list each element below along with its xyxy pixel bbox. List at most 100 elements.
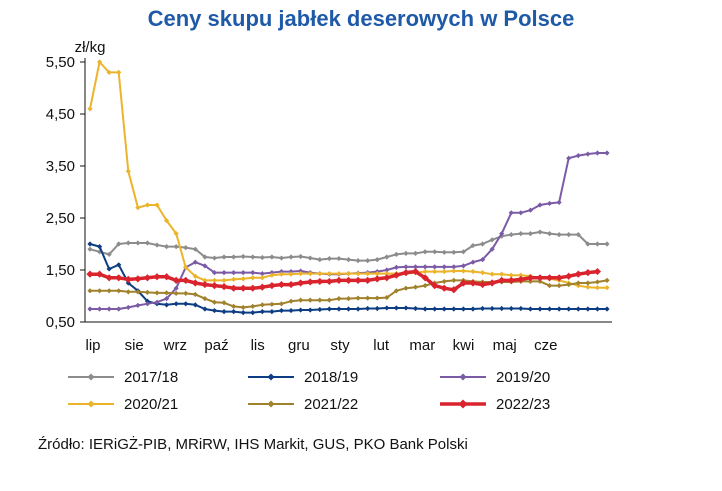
data-point xyxy=(106,306,112,312)
data-point xyxy=(411,267,420,276)
data-point xyxy=(594,306,601,312)
data-point xyxy=(422,268,428,275)
data-point xyxy=(604,306,610,312)
data-point xyxy=(585,306,591,312)
data-point xyxy=(288,298,294,304)
data-point xyxy=(355,306,361,312)
data-point xyxy=(384,271,390,277)
data-point xyxy=(240,304,246,311)
chart-title: Ceny skupu jabłek deserowych w Polsce xyxy=(147,6,575,31)
data-point xyxy=(575,280,581,286)
data-point xyxy=(565,272,573,280)
data-point xyxy=(450,286,458,294)
data-point xyxy=(116,69,122,75)
x-tick-label: lut xyxy=(373,337,390,354)
data-point xyxy=(316,277,324,286)
x-tick-label: cze xyxy=(534,337,557,354)
data-point xyxy=(451,249,457,255)
data-point xyxy=(183,290,189,296)
data-point xyxy=(125,240,131,246)
data-point xyxy=(412,250,419,256)
series-2019-20 xyxy=(87,150,610,312)
x-tick-label: mar xyxy=(409,337,435,354)
data-point xyxy=(441,278,447,285)
data-point xyxy=(365,258,371,264)
data-point xyxy=(384,254,390,260)
data-point xyxy=(231,303,237,309)
data-point xyxy=(116,306,122,312)
data-point xyxy=(298,253,304,260)
data-point xyxy=(306,278,314,286)
data-point xyxy=(354,276,362,284)
data-point xyxy=(162,273,171,281)
data-point xyxy=(345,296,352,302)
data-point xyxy=(478,280,487,289)
series-line xyxy=(89,61,607,289)
y-tick-label: 4,50 xyxy=(46,106,75,123)
data-point xyxy=(403,250,409,256)
data-point xyxy=(489,237,495,243)
data-point xyxy=(460,268,466,274)
data-point xyxy=(470,259,476,265)
data-point xyxy=(191,279,199,287)
data-point xyxy=(537,306,543,312)
data-point xyxy=(556,283,562,289)
y-tick-label: 3,50 xyxy=(46,158,75,175)
data-point xyxy=(403,285,409,291)
data-point xyxy=(125,304,131,311)
y-tick-label: 1,50 xyxy=(46,262,75,279)
data-point xyxy=(163,302,170,308)
data-point xyxy=(470,306,476,312)
data-point xyxy=(269,254,275,260)
data-point xyxy=(278,255,285,261)
data-point xyxy=(604,285,610,291)
y-axis-label: zł/kg xyxy=(75,39,106,56)
data-point xyxy=(250,310,256,316)
data-point xyxy=(537,278,543,285)
legend-swatch-marker xyxy=(87,373,95,381)
data-point xyxy=(250,254,256,260)
data-point xyxy=(566,306,572,312)
data-point xyxy=(240,310,246,316)
data-point xyxy=(288,307,294,314)
data-point xyxy=(144,240,151,246)
data-point xyxy=(163,244,170,250)
legend-swatch-marker xyxy=(267,373,275,381)
data-point xyxy=(584,269,592,277)
data-point xyxy=(575,153,581,159)
data-point xyxy=(460,249,466,255)
data-point xyxy=(365,295,371,301)
data-point xyxy=(192,273,198,279)
data-point xyxy=(135,240,141,246)
data-point xyxy=(384,305,390,311)
data-point xyxy=(403,264,409,270)
data-point xyxy=(403,305,409,311)
data-point xyxy=(269,309,275,315)
data-point xyxy=(325,277,333,286)
legend-item: 2022/23 xyxy=(440,396,550,413)
data-point xyxy=(210,282,219,290)
data-point xyxy=(87,288,93,294)
data-point xyxy=(231,309,237,315)
data-point xyxy=(508,305,514,312)
data-point xyxy=(393,264,399,270)
data-point xyxy=(106,69,112,75)
data-point xyxy=(317,271,323,277)
data-point xyxy=(441,268,447,275)
y-tick-label: 5,50 xyxy=(46,54,75,71)
data-point xyxy=(508,232,514,238)
data-point xyxy=(96,306,103,312)
data-point xyxy=(518,272,524,278)
data-point xyxy=(240,270,246,276)
series-line xyxy=(90,152,607,310)
data-point xyxy=(585,280,591,286)
legend-label: 2019/20 xyxy=(496,369,550,386)
data-point xyxy=(489,246,495,252)
series-2020-21 xyxy=(87,59,610,291)
data-point xyxy=(508,210,514,216)
data-point xyxy=(489,271,495,277)
x-tick-label: lip xyxy=(85,337,100,354)
data-point xyxy=(440,284,448,292)
data-point xyxy=(575,232,581,238)
data-point xyxy=(499,271,505,277)
